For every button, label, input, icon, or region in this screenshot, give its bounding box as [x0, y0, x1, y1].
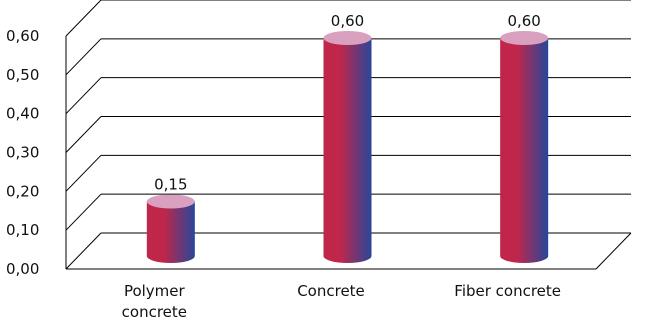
- category-label: Polymer: [124, 282, 186, 300]
- bar-body: [146, 201, 195, 263]
- gridline-depth: [65, 116, 102, 153]
- y-axis: [65, 36, 632, 270]
- y-tick-label: 0,30: [6, 144, 39, 162]
- y-tick-label: 0,10: [6, 221, 39, 239]
- y-tick-label: 0,20: [6, 182, 39, 200]
- gridline-depth: [65, 0, 102, 37]
- gridline-depth: [65, 154, 102, 192]
- gridline-depth: [65, 193, 102, 231]
- bar-top-cap: [500, 31, 549, 45]
- bar-body: [323, 38, 372, 263]
- labels: 0,00 0,10 0,20 0,30 0,40 0,50 0,60 0,15 Polymer c…: [6, 12, 561, 321]
- data-label: 0,15: [154, 176, 187, 194]
- y-tick-label: 0,60: [6, 27, 39, 45]
- category-label: Concrete: [297, 282, 365, 300]
- data-label: 0,60: [331, 12, 364, 30]
- data-label: 0,60: [507, 12, 540, 30]
- bar: [146, 194, 195, 263]
- gridline-depth: [65, 232, 102, 270]
- y-tick-label: 0,50: [6, 66, 39, 84]
- category-label: Fiber concrete: [454, 282, 561, 300]
- gridline-depth: [65, 38, 102, 76]
- bar-body: [500, 38, 549, 263]
- gridline-depth: [65, 77, 102, 115]
- floor-right-edge: [595, 232, 632, 270]
- category-label: concrete: [122, 303, 187, 321]
- bar: [500, 31, 549, 263]
- bars: [146, 31, 549, 263]
- bar-top-cap: [323, 31, 372, 45]
- bar-top-cap: [146, 194, 195, 209]
- bar: [323, 31, 372, 263]
- y-tick-label: 0,40: [6, 105, 39, 123]
- y-tick-label: 0,00: [6, 260, 39, 278]
